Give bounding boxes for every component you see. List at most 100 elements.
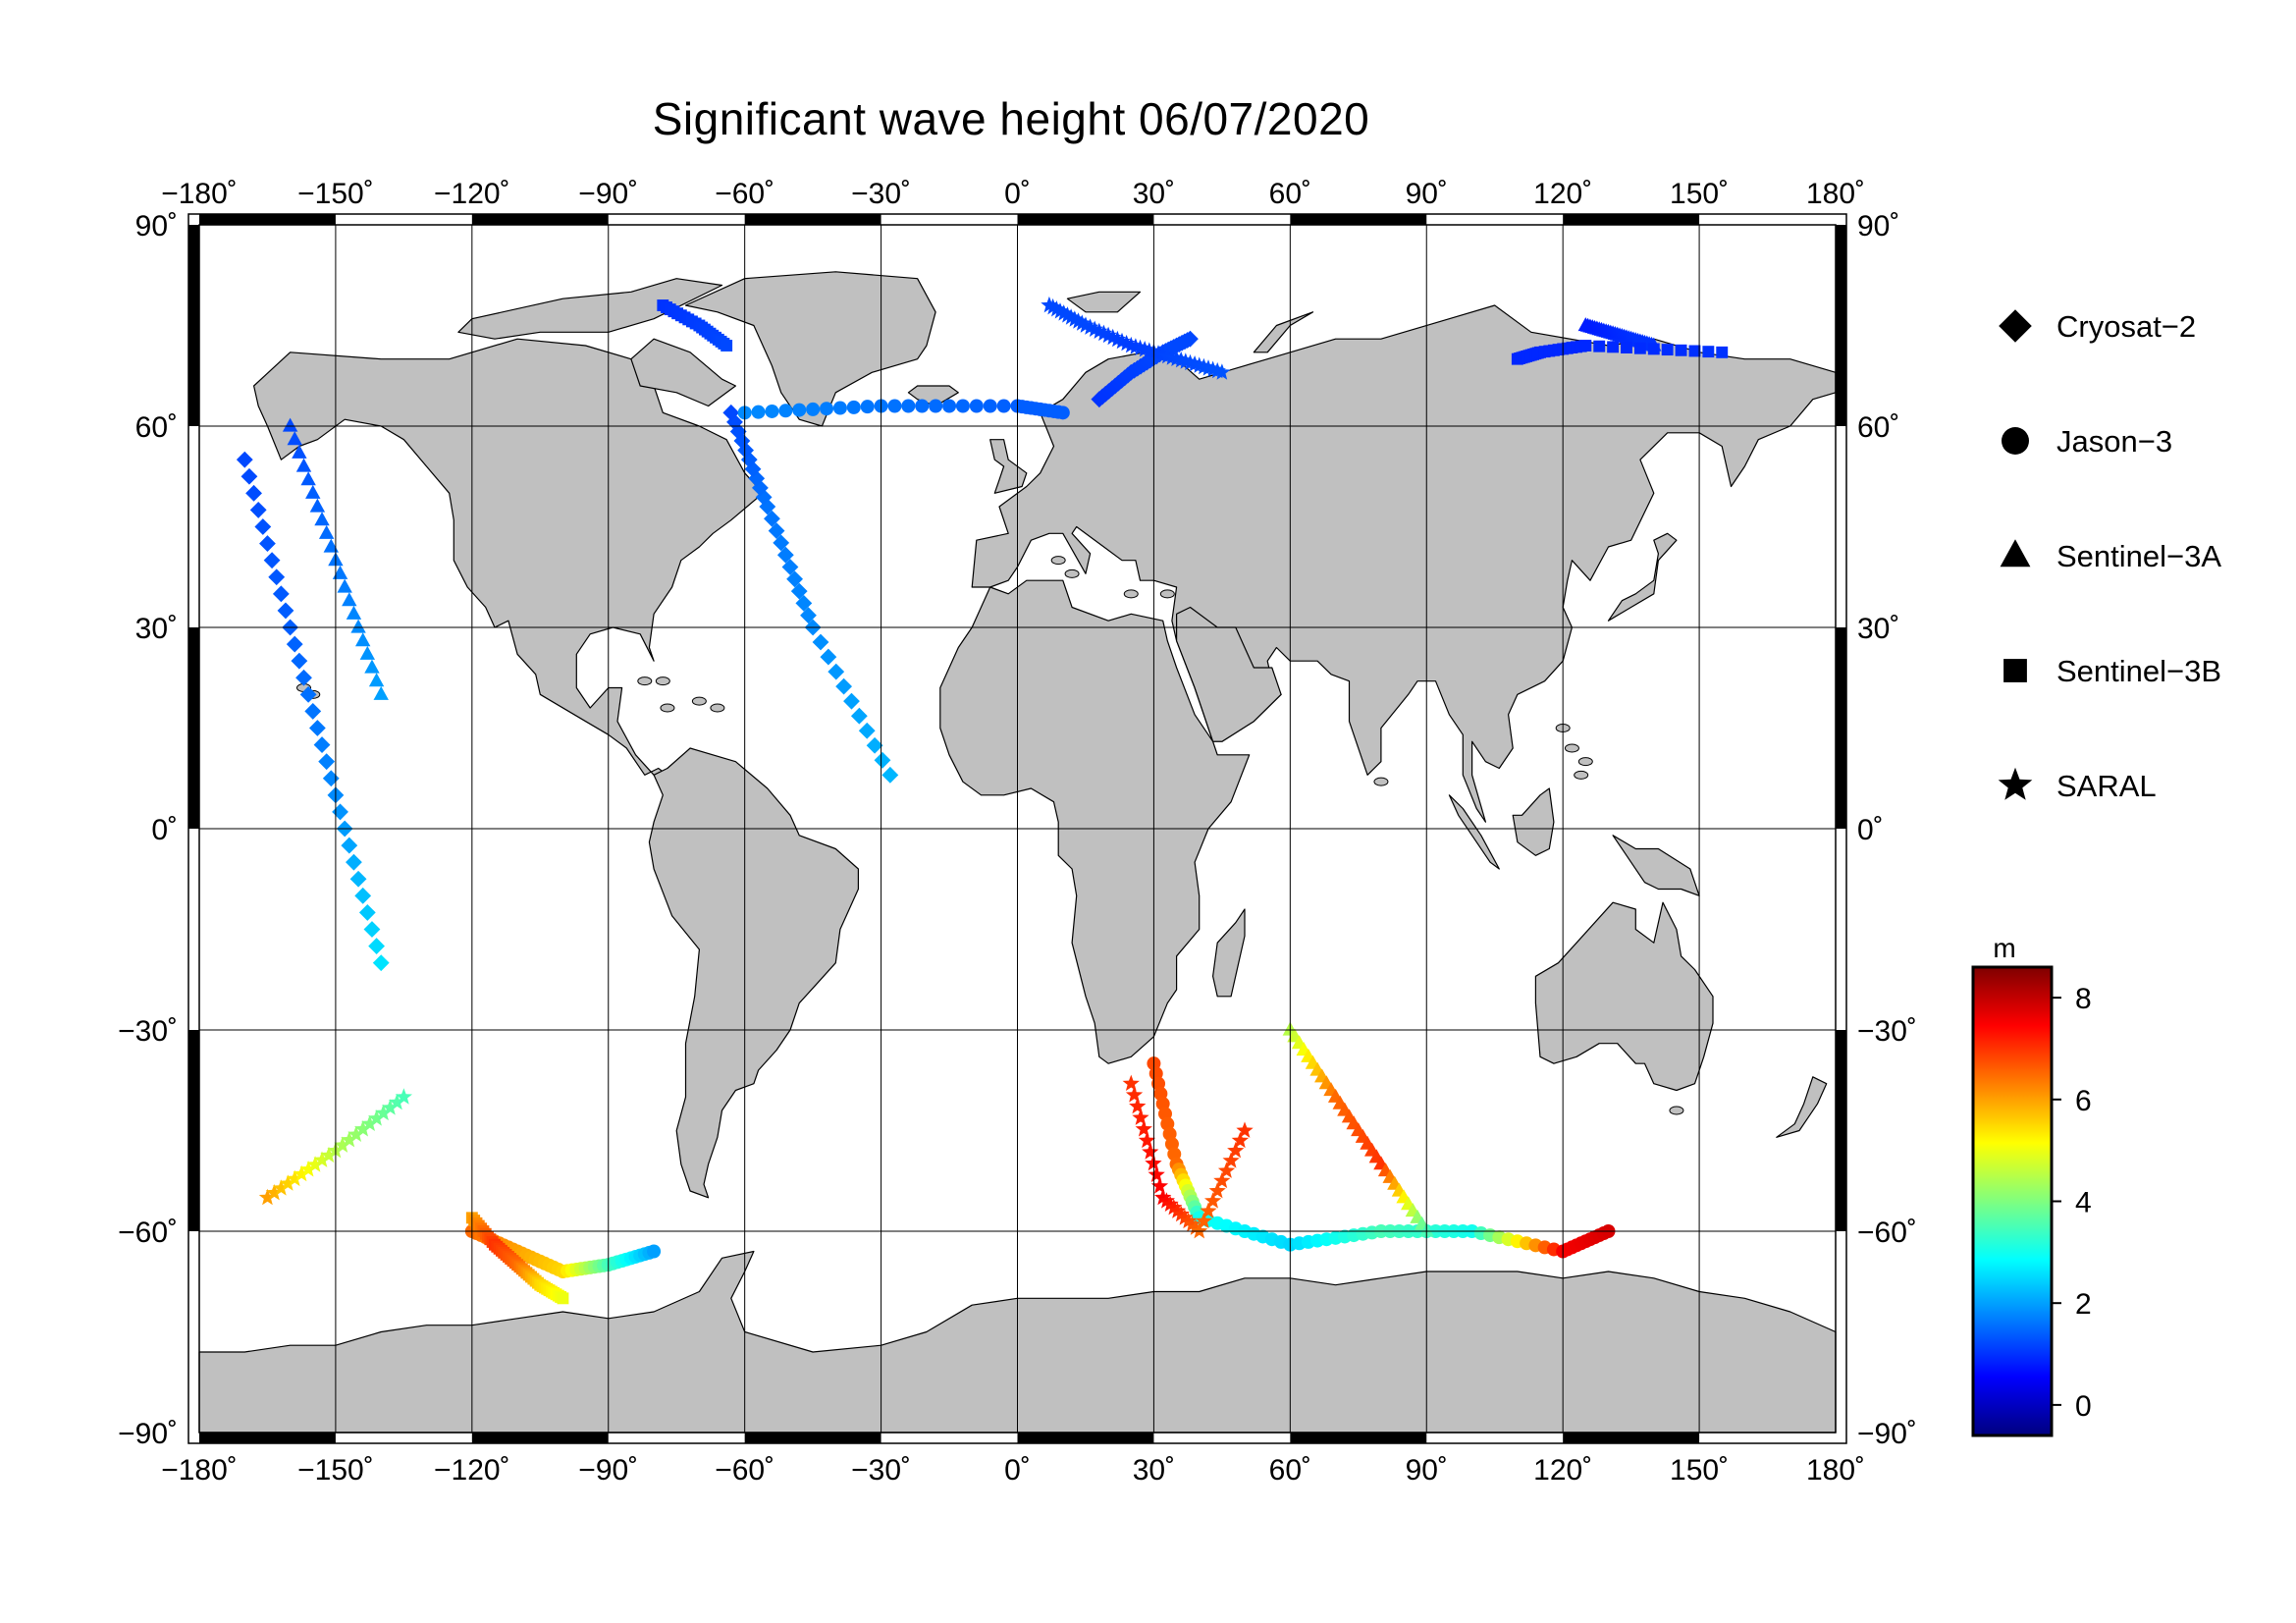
border-segment [471, 1433, 609, 1443]
data-point [1200, 1202, 1217, 1218]
data-point [320, 1146, 338, 1163]
data-point [1593, 340, 1606, 352]
lat-tick-label-right: −90˚ [1857, 1418, 1917, 1450]
data-point [1716, 346, 1729, 358]
data-point [1607, 341, 1620, 353]
data-point [286, 1169, 303, 1187]
data-point [1180, 1212, 1198, 1229]
island-15 [1123, 589, 1139, 599]
data-point [812, 633, 829, 651]
lon-tick-label-bottom: −150˚ [297, 1454, 374, 1487]
island-3 [1564, 743, 1579, 753]
lat-tick-label-right: 60˚ [1857, 411, 1899, 444]
lat-tick-label-right: 30˚ [1857, 613, 1899, 645]
data-point [323, 538, 339, 553]
data-point [781, 559, 799, 575]
border-segment [199, 1433, 336, 1443]
legend-label: Sentinel−3A [2056, 539, 2221, 573]
data-point [363, 921, 381, 938]
data-point [874, 751, 891, 769]
lon-tick-label-top: −120˚ [434, 178, 510, 210]
arabia-land [1175, 606, 1282, 742]
colorbar-unit: m [1993, 933, 2015, 963]
iceland-land [907, 385, 959, 407]
data-point [1661, 344, 1674, 356]
series-cryosat-2 [236, 330, 1199, 972]
data-point [1148, 1165, 1165, 1182]
data-point [1168, 1202, 1187, 1218]
borneo-land [1512, 787, 1555, 856]
map-title: Significant wave height 06/07/2020 [652, 93, 1370, 144]
data-point [820, 648, 837, 666]
data-point [300, 471, 316, 486]
data-point [1161, 1195, 1179, 1212]
data-point [347, 1125, 365, 1142]
lon-tick-label-bottom: 30˚ [1133, 1454, 1175, 1487]
triangle-icon [2000, 539, 2031, 568]
island-7 [660, 703, 675, 713]
data-point [334, 1136, 351, 1153]
diamond-icon [1999, 309, 2032, 343]
data-point [354, 887, 372, 904]
data-point [342, 592, 357, 607]
lon-tick-label-top: 180˚ [1806, 178, 1865, 210]
data-point [395, 1088, 412, 1105]
data-point [1176, 1209, 1194, 1225]
colorbar-tick-label: 8 [2075, 983, 2092, 1015]
data-point [263, 552, 281, 569]
lat-tick-label-left: −90˚ [118, 1418, 178, 1450]
lon-tick-label-top: 90˚ [1406, 178, 1448, 210]
lon-tick-label-top: 150˚ [1670, 178, 1729, 210]
colorbar-tick-label: 0 [2075, 1390, 2092, 1423]
data-point [337, 578, 352, 593]
data-point [268, 568, 286, 586]
data-point [832, 401, 847, 415]
lat-tick-label-left: 60˚ [135, 411, 178, 444]
legend-label: SARAL [2056, 769, 2157, 803]
novaya-zemlya-land [1253, 311, 1314, 353]
sumatra-land [1448, 794, 1500, 870]
north-america-land [253, 338, 764, 776]
data-point [1647, 343, 1660, 355]
circle-icon [2002, 427, 2029, 455]
data-point [332, 565, 348, 579]
island-6 [1373, 777, 1389, 786]
data-point [820, 402, 834, 416]
data-point [1236, 1121, 1254, 1138]
lon-tick-label-bottom: −30˚ [851, 1454, 911, 1487]
data-point [942, 399, 957, 413]
data-point [721, 340, 733, 352]
data-point [286, 635, 303, 653]
data-point [751, 405, 766, 419]
lat-tick-label-right: −60˚ [1857, 1217, 1917, 1249]
lon-tick-label-top: 60˚ [1269, 178, 1311, 210]
data-point [1633, 342, 1646, 354]
data-point [318, 524, 335, 539]
border-segment [744, 1433, 881, 1443]
data-point [1125, 1086, 1144, 1103]
data-point [1055, 406, 1070, 420]
data-point [929, 399, 943, 413]
data-point [786, 570, 804, 588]
data-point [305, 484, 321, 499]
data-point [1579, 340, 1592, 352]
island-10 [637, 676, 653, 686]
data-point [374, 1104, 393, 1121]
lon-tick-label-bottom: 120˚ [1533, 1454, 1592, 1487]
lon-tick-label-bottom: −90˚ [578, 1454, 638, 1487]
lon-tick-label-bottom: 60˚ [1269, 1454, 1311, 1487]
greenland-land [684, 271, 936, 427]
svalbard-land [1066, 291, 1142, 313]
new-zealand-land [1776, 1076, 1828, 1138]
island-8 [691, 696, 707, 706]
lat-tick-label-left: −60˚ [118, 1217, 178, 1249]
data-point [236, 451, 253, 468]
border-segment [471, 214, 609, 225]
border-segment [1017, 1433, 1154, 1443]
legend-label: Sentinel−3B [2056, 654, 2221, 688]
data-point [258, 1188, 277, 1206]
series-jason-3 [464, 399, 1616, 1278]
lon-tick-label-top: −30˚ [851, 178, 911, 210]
series-sentinel-3a [282, 317, 1662, 1237]
lat-tick-label-left: 90˚ [135, 210, 178, 243]
